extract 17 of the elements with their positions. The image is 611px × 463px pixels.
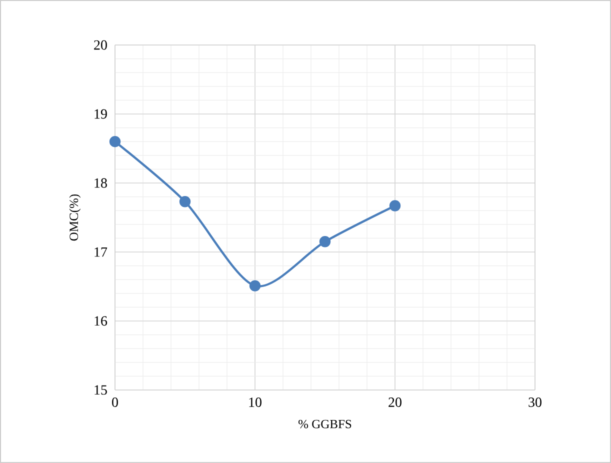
- point: [249, 280, 261, 292]
- point: [319, 236, 331, 248]
- x-axis-title: % GGBFS: [298, 420, 352, 428]
- x-tick-label: 0: [112, 398, 118, 407]
- point: [179, 196, 191, 208]
- x-tick-label: 10: [249, 398, 262, 407]
- y-tick-label: 18: [94, 178, 107, 188]
- y-tick-label: 15: [94, 385, 107, 395]
- x-tick-label: 30: [528, 398, 542, 407]
- y-axis-title: OMC(%): [69, 194, 81, 241]
- point: [389, 200, 401, 212]
- y-tick-label: 19: [94, 109, 107, 119]
- y-tick-label: 16: [94, 316, 108, 326]
- point: [109, 136, 121, 148]
- y-tick-label: 20: [94, 40, 107, 50]
- x-tick-label: 20: [388, 398, 402, 407]
- y-tick-label: 17: [94, 247, 108, 257]
